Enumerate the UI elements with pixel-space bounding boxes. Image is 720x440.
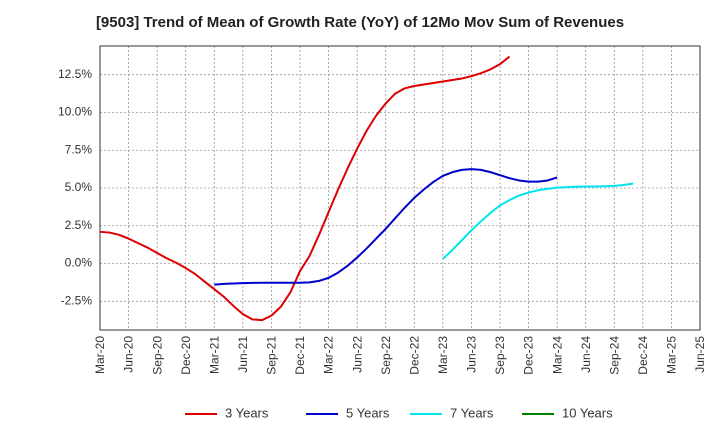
plot-frame (99, 45, 701, 331)
x-tick-label: Mar-25 (665, 336, 679, 374)
series-line-7-years (442, 182, 634, 260)
x-tick-label: Jun-22 (350, 336, 364, 373)
legend-label-10-years: 10 Years (562, 405, 613, 420)
x-tick-label: Jun-24 (579, 336, 593, 373)
x-tick-label: Sep-23 (493, 336, 507, 375)
x-tick-label: Mar-22 (322, 336, 336, 374)
legend-label-3-years: 3 Years (225, 405, 269, 420)
x-tick-label: Dec-22 (407, 336, 421, 375)
series-lines (99, 55, 634, 322)
y-tick-label: 12.5% (58, 67, 92, 81)
x-tick-label: Dec-23 (522, 336, 536, 375)
y-tick-label: 0.0% (65, 256, 93, 270)
x-tick-label: Jun-23 (465, 336, 479, 373)
axes: Mar-20 Jun-20 Sep-20 Dec-20 Mar-21 Jun-21 Sep-… (58, 45, 707, 375)
x-tick-label: Sep-21 (265, 336, 279, 375)
y-tick-label: 2.5% (65, 218, 93, 232)
legend-label-5-years: 5 Years (346, 405, 390, 420)
x-tick-label: Dec-24 (636, 336, 650, 375)
x-tick-label: Mar-20 (93, 336, 107, 374)
legend: 3 Years 5 Years 7 Years 10 Years (185, 405, 613, 420)
x-tick-label: Jun-21 (236, 336, 250, 373)
x-tick-label: Mar-24 (550, 336, 564, 374)
y-tick-label: 5.0% (65, 180, 93, 194)
series-line-3-years (99, 55, 511, 322)
x-tick-label: Dec-21 (293, 336, 307, 375)
y-tick-label: -2.5% (61, 293, 93, 307)
x-tick-label: Mar-21 (207, 336, 221, 374)
y-tick-label: 7.5% (65, 142, 93, 156)
x-tick-label: Dec-20 (179, 336, 193, 375)
y-tick-label: 10.0% (58, 105, 92, 119)
chart-title: [9503] Trend of Mean of Growth Rate (YoY… (95, 14, 625, 31)
legend-label-7-years: 7 Years (450, 405, 494, 420)
x-tick-label: Sep-24 (607, 336, 621, 375)
x-tick-label: Jun-20 (122, 336, 136, 373)
x-tick-label: Mar-23 (436, 336, 450, 374)
x-tick-label: Sep-22 (379, 336, 393, 375)
x-tick-label: Sep-20 (150, 336, 164, 375)
series-line-5-years (214, 168, 558, 286)
x-tick-label: Jun-25 (693, 336, 707, 373)
